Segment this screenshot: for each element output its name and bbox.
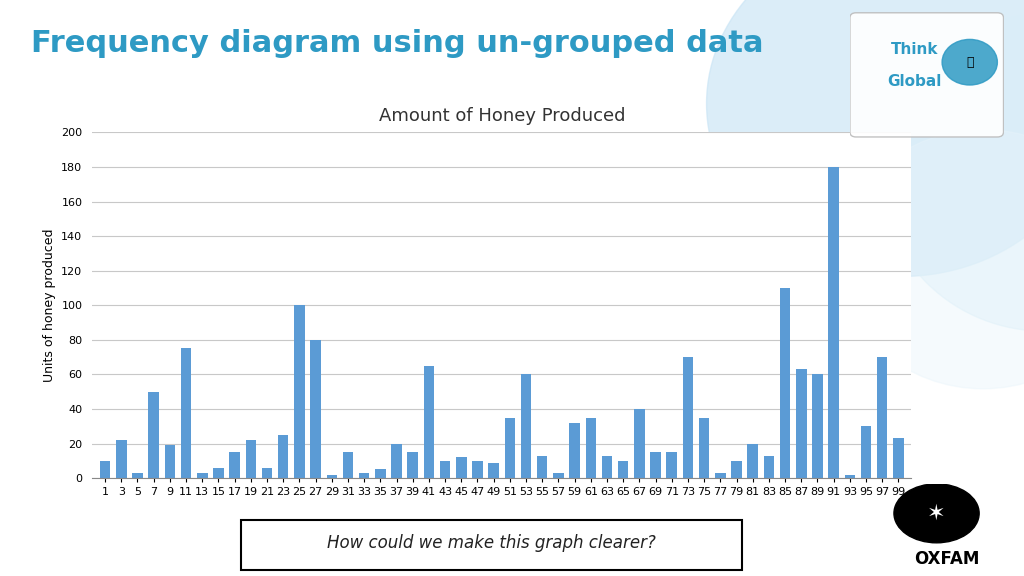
Bar (828, 167, 839, 478)
Ellipse shape (840, 130, 1024, 389)
Bar (246, 440, 256, 478)
Bar (358, 473, 370, 478)
Text: Think: Think (891, 42, 938, 57)
Text: Frequency diagram using un-grouped data: Frequency diagram using un-grouped data (31, 29, 763, 58)
Bar (602, 456, 612, 478)
FancyBboxPatch shape (241, 520, 742, 570)
Bar (650, 452, 660, 478)
Circle shape (894, 484, 979, 543)
Bar (440, 461, 451, 478)
Bar (537, 456, 548, 478)
Bar (748, 444, 758, 478)
Text: Global: Global (887, 74, 942, 89)
Bar (310, 340, 321, 478)
Bar (553, 473, 563, 478)
Bar (424, 366, 434, 478)
Bar (617, 461, 629, 478)
Bar (796, 369, 807, 478)
Bar (812, 374, 822, 478)
Bar (148, 392, 159, 478)
Bar (698, 418, 710, 478)
Bar (877, 357, 888, 478)
Circle shape (942, 39, 997, 85)
Bar (488, 463, 499, 478)
Bar (375, 469, 386, 478)
Bar (586, 418, 596, 478)
Bar (343, 452, 353, 478)
Bar (683, 357, 693, 478)
Bar (456, 457, 467, 478)
Bar (667, 452, 677, 478)
Bar (181, 348, 191, 478)
Bar (165, 445, 175, 478)
Bar (327, 475, 337, 478)
Title: Amount of Honey Produced: Amount of Honey Produced (379, 107, 625, 126)
Bar (408, 452, 418, 478)
Bar (764, 456, 774, 478)
Ellipse shape (881, 14, 1024, 331)
Bar (391, 444, 401, 478)
Bar (715, 473, 726, 478)
Ellipse shape (707, 0, 1024, 276)
Text: OXFAM: OXFAM (914, 551, 980, 569)
Bar (780, 288, 791, 478)
Text: How could we make this graph clearer?: How could we make this graph clearer? (327, 534, 656, 552)
Bar (116, 440, 127, 478)
Y-axis label: Units of honey produced: Units of honey produced (43, 229, 55, 382)
Bar (861, 426, 871, 478)
Bar (278, 435, 289, 478)
Bar (100, 461, 111, 478)
Bar (262, 468, 272, 478)
Text: 🌐: 🌐 (966, 56, 974, 69)
Text: ✶: ✶ (928, 503, 946, 524)
Bar (229, 452, 240, 478)
Bar (569, 423, 580, 478)
Bar (294, 305, 305, 478)
Bar (634, 409, 645, 478)
Bar (845, 475, 855, 478)
Bar (197, 473, 208, 478)
Bar (132, 473, 142, 478)
Bar (521, 374, 531, 478)
Bar (472, 461, 482, 478)
Bar (893, 438, 903, 478)
Bar (505, 418, 515, 478)
Bar (213, 468, 223, 478)
Bar (731, 461, 741, 478)
FancyBboxPatch shape (850, 13, 1004, 137)
